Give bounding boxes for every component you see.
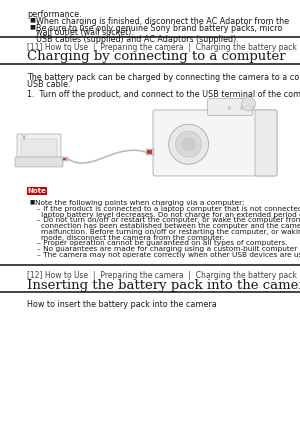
Text: USB cable.: USB cable. [27,80,70,89]
Text: – No guarantees are made for charging using a custom-built computer or a modifie: – No guarantees are made for charging us… [37,246,300,252]
Text: Inserting the battery pack into the camera: Inserting the battery pack into the came… [27,278,300,292]
Text: When charging is finished, disconnect the AC Adaptor from the wall outlet (wall : When charging is finished, disconnect th… [36,17,289,37]
Text: Note: Note [28,188,46,194]
Text: – The camera may not operate correctly when other USB devices are used at the sa: – The camera may not operate correctly w… [37,252,300,258]
Bar [62,157,68,161]
Circle shape [176,131,202,157]
Bar [147,150,152,154]
Bar [21,139,57,158]
Text: Note the following points when charging via a computer:: Note the following points when charging … [35,200,244,206]
Text: ■: ■ [29,17,35,22]
Bar [63,158,66,160]
Text: Y: Y [21,135,25,141]
Text: ■: ■ [29,200,34,204]
FancyBboxPatch shape [208,99,253,116]
Text: – If the product is connected to a laptop computer that is not connected to a po: – If the product is connected to a lapto… [37,206,300,212]
Text: ■: ■ [29,25,35,29]
Text: [11] How to Use  |  Preparing the camera  |  Charging the battery pack: [11] How to Use | Preparing the camera |… [27,43,297,52]
Circle shape [182,137,196,151]
Text: – Proper operation cannot be guaranteed on all types of computers.: – Proper operation cannot be guaranteed … [37,240,287,246]
FancyBboxPatch shape [15,157,63,167]
Text: 1.  Turn off the product, and connect to the USB terminal of the computer.: 1. Turn off the product, and connect to … [27,91,300,99]
Text: mode, disconnect the camera from the computer.: mode, disconnect the camera from the com… [41,235,224,241]
Text: laptop battery level decreases. Do not charge for an extended period of time.: laptop battery level decreases. Do not c… [41,212,300,218]
FancyBboxPatch shape [153,110,277,176]
Text: performance.: performance. [27,10,82,19]
Bar [146,149,154,155]
Bar [27,187,47,195]
Text: malfunction. Before turning on/off or restarting the computer, or waking the com: malfunction. Before turning on/off or re… [41,229,300,235]
FancyBboxPatch shape [255,110,277,176]
Text: – Do not turn on/off or restart the computer, or wake the computer from sleep mo: – Do not turn on/off or restart the comp… [37,217,300,223]
Text: [12] How to Use  |  Preparing the camera  |  Charging the battery pack: [12] How to Use | Preparing the camera |… [27,271,297,280]
FancyBboxPatch shape [17,134,61,162]
Text: Be sure to use only genuine Sony brand battery packs, micro USB cables (supplied: Be sure to use only genuine Sony brand b… [36,25,282,44]
Circle shape [240,106,243,110]
Text: The battery pack can be charged by connecting the camera to a computer using a m: The battery pack can be charged by conne… [27,73,300,82]
Circle shape [169,124,208,164]
Circle shape [242,97,256,111]
Text: connection has been established between the computer and the camera. Doing so ma: connection has been established between … [41,223,300,229]
Circle shape [252,106,255,110]
Circle shape [228,106,231,110]
Text: Charging by connecting to a computer: Charging by connecting to a computer [27,50,286,63]
Text: How to insert the battery pack into the camera: How to insert the battery pack into the … [27,300,217,309]
